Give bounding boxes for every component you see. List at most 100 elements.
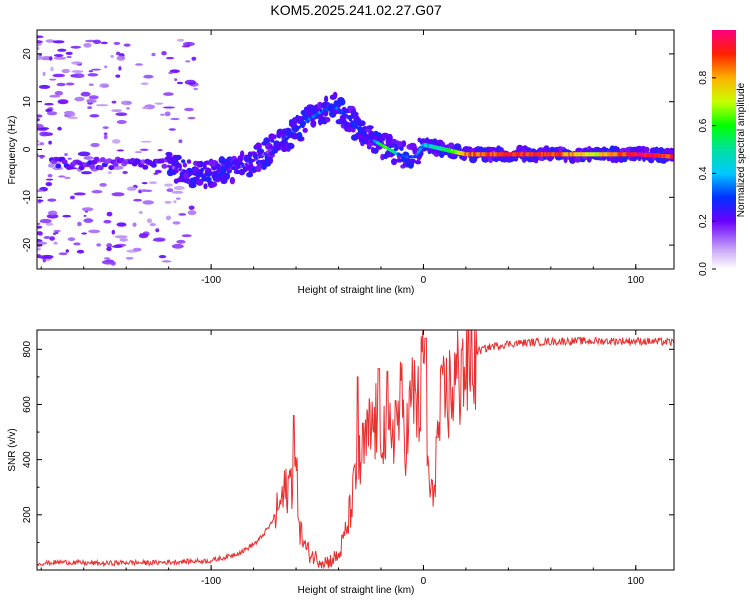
ridge-halo-blob xyxy=(181,159,186,164)
noise-blob xyxy=(45,182,53,187)
ridge-halo-blob xyxy=(391,158,398,166)
ridge-halo-blob xyxy=(367,142,374,147)
noise-blob xyxy=(103,134,108,140)
noise-blob xyxy=(123,43,131,47)
x-tick-label: 100 xyxy=(627,576,644,587)
noise-blob xyxy=(48,210,58,216)
ridge-halo-blob xyxy=(112,162,119,167)
noise-blob xyxy=(164,183,173,187)
noise-blob xyxy=(154,102,164,105)
noise-blob xyxy=(171,243,184,249)
noise-blob xyxy=(76,249,85,254)
ridge-halo-blob xyxy=(399,146,404,151)
ridge-halo-blob xyxy=(302,113,310,120)
y-tick-label: 0 xyxy=(22,146,33,152)
noise-blob xyxy=(70,45,82,49)
ridge-halo-blob xyxy=(224,172,231,180)
noise-blob xyxy=(39,131,50,137)
ridge-halo-blob xyxy=(254,142,262,150)
noise-blob xyxy=(86,99,97,103)
noise-blob xyxy=(112,245,123,248)
noise-blob xyxy=(37,118,40,122)
noise-blob xyxy=(142,106,150,110)
noise-blob xyxy=(148,181,158,185)
x-tick-label: 0 xyxy=(421,576,427,587)
ridge-halo-blob xyxy=(182,162,188,168)
noise-blob xyxy=(163,92,174,96)
noise-blob xyxy=(116,149,125,152)
noise-blob xyxy=(37,123,44,129)
snr-series-line xyxy=(37,330,674,570)
noise-blob xyxy=(70,195,75,200)
noise-blob xyxy=(74,96,85,102)
ridge-halo-blob xyxy=(200,167,205,172)
noise-blob xyxy=(151,52,156,57)
ridge-halo-blob xyxy=(448,142,455,149)
colorbar: 0.0 0.2 0.4 0.6 0.8 Normalized spectral ampl… xyxy=(698,30,747,276)
ridge-halo-blob xyxy=(366,125,374,130)
noise-blob xyxy=(67,116,79,120)
ridge-halo-blob xyxy=(142,164,149,170)
noise-blob xyxy=(46,111,58,116)
noise-blob xyxy=(160,113,165,116)
noise-blob xyxy=(132,222,137,227)
noise-blob xyxy=(44,102,54,106)
noise-blob xyxy=(106,246,112,252)
snr-panel: -100 0 100 200 400 600 800 Height of straight… xyxy=(7,329,675,596)
noise-blob xyxy=(107,171,112,174)
noise-blob xyxy=(115,112,128,116)
noise-blob xyxy=(83,156,94,160)
noise-blob xyxy=(173,200,177,204)
noise-blob xyxy=(140,189,148,193)
noise-blob xyxy=(73,242,81,246)
noise-blob xyxy=(47,198,57,202)
noise-blob xyxy=(126,186,137,191)
ridge-halo-blob xyxy=(196,178,204,186)
snr-x-label: Height of straight line (km) xyxy=(298,585,415,596)
noise-blob xyxy=(172,221,181,225)
noise-blob xyxy=(53,241,58,245)
y-tick-label: 20 xyxy=(22,48,33,60)
colorbar-tick-label: 0.8 xyxy=(698,70,709,84)
ridge-core-point xyxy=(418,147,422,152)
noise-blob xyxy=(96,104,109,107)
noise-blob xyxy=(45,108,53,113)
noise-blob xyxy=(153,237,166,242)
ridge-halo-blob xyxy=(174,154,182,161)
y-tick-label: 600 xyxy=(22,396,33,413)
noise-blob xyxy=(49,56,53,61)
ridge-halo-blob xyxy=(211,181,218,187)
noise-blob xyxy=(48,140,52,145)
ridge-halo-blob xyxy=(270,138,275,143)
noise-blob xyxy=(111,109,123,113)
ridge-halo-blob xyxy=(408,158,416,164)
spectrogram-x-ticks: -100 0 100 xyxy=(40,30,645,286)
noise-blob xyxy=(37,222,41,226)
noise-blob xyxy=(53,56,67,60)
y-tick-label: 400 xyxy=(22,451,33,468)
noise-blob xyxy=(132,247,142,252)
noise-blob xyxy=(71,61,82,65)
noise-blob xyxy=(140,82,149,86)
noise-blob xyxy=(126,107,130,110)
noise-blob xyxy=(143,74,154,79)
ridge-halo-blob xyxy=(203,183,208,190)
noise-blob xyxy=(99,183,107,187)
noise-blob xyxy=(88,229,101,234)
noise-blob xyxy=(67,157,72,160)
noise-blob xyxy=(49,78,57,81)
noise-blob xyxy=(56,82,66,87)
noise-blob xyxy=(139,148,149,151)
ridge-halo-blob xyxy=(93,156,100,162)
noise-blob xyxy=(71,70,84,73)
spectrogram-y-label: Frequency (Hz) xyxy=(7,116,18,185)
noise-blob xyxy=(77,221,82,227)
noise-blob xyxy=(58,175,66,178)
noise-blob xyxy=(64,153,68,156)
noise-blob xyxy=(187,116,196,120)
spectrogram-y-ticks: -20 -10 0 10 20 xyxy=(22,48,674,252)
x-tick-label: 100 xyxy=(627,275,644,286)
noise-blob xyxy=(168,128,176,131)
noise-blob xyxy=(58,252,68,256)
